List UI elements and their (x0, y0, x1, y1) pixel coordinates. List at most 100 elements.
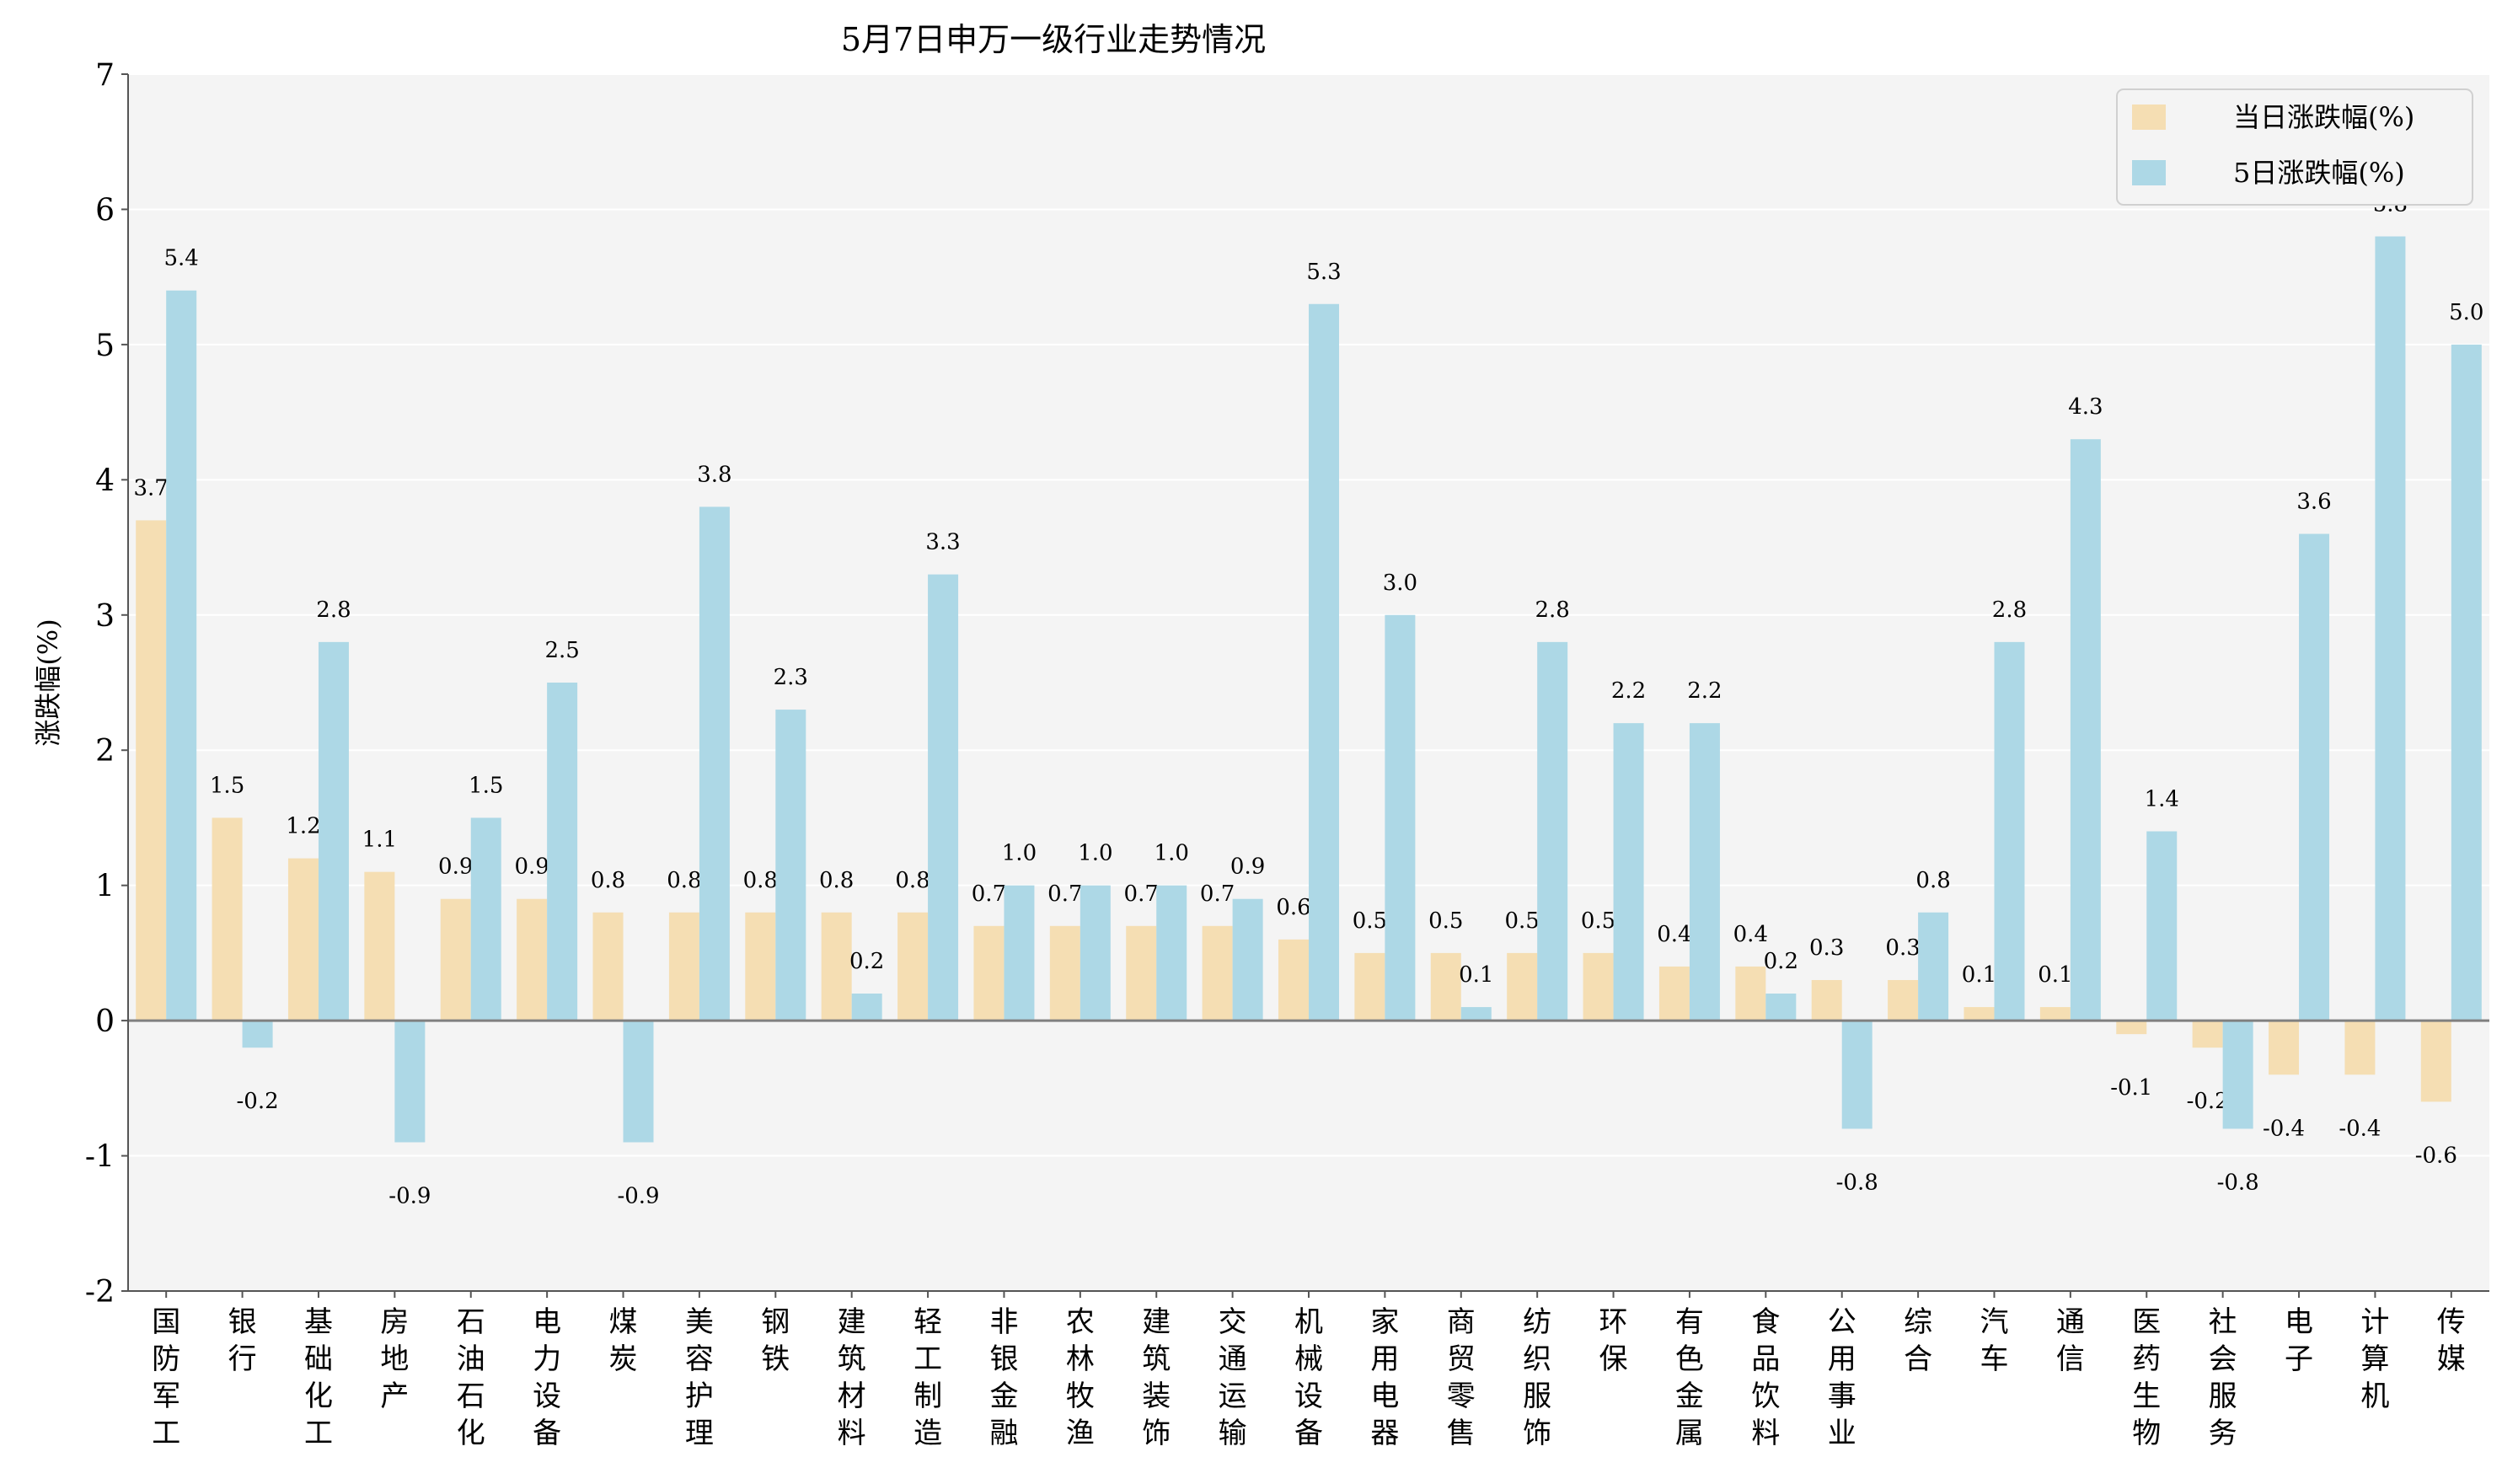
bar-daily (1964, 1007, 1995, 1021)
bar-daily (212, 817, 243, 1021)
x-tick-label: 建筑材料 (838, 1305, 866, 1450)
data-label: 3.0 (1383, 571, 1417, 596)
bar-daily (287, 858, 319, 1021)
data-label: 3.3 (925, 530, 960, 555)
data-label: 1.0 (1078, 841, 1112, 866)
data-label: 3.6 (2296, 490, 2331, 515)
data-label: 5.3 (1306, 260, 1341, 285)
x-tick-label: 石油石化 (457, 1305, 485, 1450)
data-label: 0.7 (1124, 881, 1159, 907)
y-tick-label: 0 (95, 1005, 115, 1039)
data-label: 0.4 (1657, 922, 1691, 947)
x-tick-label: 美容护理 (685, 1305, 714, 1450)
data-label: 3.8 (697, 462, 731, 487)
y-tick-label: 3 (95, 599, 115, 634)
bar-daily (1658, 966, 1690, 1021)
legend-swatch-daily (2132, 104, 2166, 130)
bar-daily (1507, 952, 1538, 1021)
bar-5day (1841, 1021, 1872, 1129)
bar-daily (440, 898, 471, 1021)
data-label: 0.5 (1353, 908, 1387, 934)
data-label: 2.8 (316, 597, 351, 623)
data-label: 3.7 (134, 475, 169, 501)
bar-5day (623, 1021, 654, 1143)
bar-daily (1735, 966, 1766, 1021)
legend-label-5day: 5日涨跌幅(%) (2233, 157, 2405, 189)
bar-5day (2375, 236, 2406, 1021)
bar-daily (1811, 979, 1842, 1021)
data-label: 0.7 (972, 881, 1006, 907)
x-tick-label: 煤炭 (609, 1305, 638, 1376)
data-label: -0.4 (2339, 1116, 2381, 1141)
bar-5day (394, 1021, 426, 1143)
legend-swatch-5day (2132, 160, 2166, 185)
bar-daily (821, 912, 852, 1021)
bar-daily (2269, 1021, 2300, 1075)
data-label: 1.1 (362, 828, 397, 853)
data-label: 0.8 (743, 868, 778, 893)
x-tick-label: 综合 (1904, 1305, 1932, 1376)
data-label: 0.8 (1915, 868, 1950, 893)
bar-5day (1994, 641, 2025, 1021)
bar-daily (1888, 979, 1919, 1021)
bar-5day (851, 994, 882, 1021)
data-label: 0.8 (667, 868, 701, 893)
data-label: 1.5 (469, 773, 503, 798)
bar-daily (2420, 1021, 2451, 1102)
data-label: 0.9 (1230, 855, 1265, 880)
bar-daily (1430, 952, 1461, 1021)
data-label: 1.5 (210, 773, 244, 798)
x-tick-label: 农林牧渔 (1066, 1305, 1095, 1450)
bar-5day (1080, 885, 1111, 1021)
plot-area: -2 -1 0 1 2 3 4 5 6 7 3.7 5.4 国防军工 1.5 -0.2 银行 1.2 2.8 基础化… (85, 58, 2489, 1450)
legend: 当日涨跌幅(%) 5日涨跌幅(%) (2116, 88, 2473, 206)
bar-5day (2222, 1021, 2253, 1129)
y-tick-label: 6 (95, 193, 115, 228)
x-tick-label: 电子 (2285, 1305, 2313, 1376)
x-tick-label: 社会服务 (2209, 1305, 2237, 1450)
bar-daily (1354, 952, 1385, 1021)
data-label: 0.5 (1504, 908, 1539, 934)
bar-5day (1689, 723, 1720, 1021)
bar-daily (1278, 939, 1309, 1021)
bar-daily (745, 912, 776, 1021)
bar-5day (1613, 723, 1644, 1021)
y-tick-label: 4 (95, 463, 115, 498)
data-label: -0.8 (2217, 1170, 2259, 1195)
bar-daily (136, 520, 167, 1021)
x-tick-label: 纺织服饰 (1523, 1305, 1551, 1450)
bar-5day (1156, 885, 1187, 1021)
data-label: 0.8 (819, 868, 854, 893)
bar-daily (1202, 925, 1233, 1021)
data-label: 1.4 (2145, 786, 2179, 812)
bar-5day (1918, 912, 1949, 1021)
bar-5day (2299, 533, 2330, 1021)
bar-5day (318, 641, 349, 1021)
data-label: 0.5 (1581, 908, 1615, 934)
bar-daily (517, 898, 548, 1021)
x-tick-label: 食品饮料 (1751, 1305, 1780, 1450)
bar-daily (2192, 1021, 2223, 1048)
bar-5day (775, 710, 806, 1021)
y-tick-label: 2 (95, 734, 115, 769)
data-label: 1.2 (286, 814, 320, 839)
x-tick-label: 通信 (2056, 1305, 2085, 1376)
data-label: 0.3 (1809, 935, 1844, 961)
bar-5day (547, 683, 578, 1021)
chart-title: 5月7日申万一级行业走势情况 (841, 21, 1266, 58)
data-label: -0.2 (237, 1089, 279, 1114)
x-tick-label: 传媒 (2437, 1305, 2466, 1376)
x-tick-label: 环保 (1599, 1305, 1628, 1376)
y-tick-label: -1 (85, 1140, 115, 1175)
bar-5day (166, 290, 197, 1021)
bar-daily (592, 912, 624, 1021)
x-tick-label: 公用事业 (1828, 1305, 1856, 1450)
bar-5day (928, 574, 959, 1021)
data-label: 0.9 (438, 855, 473, 880)
x-tick-label: 房地产 (380, 1305, 409, 1413)
data-label: 1.0 (1155, 841, 1189, 866)
bar-daily (1049, 925, 1080, 1021)
x-tick-label: 钢铁 (761, 1305, 790, 1376)
data-label: 4.3 (2068, 394, 2103, 420)
